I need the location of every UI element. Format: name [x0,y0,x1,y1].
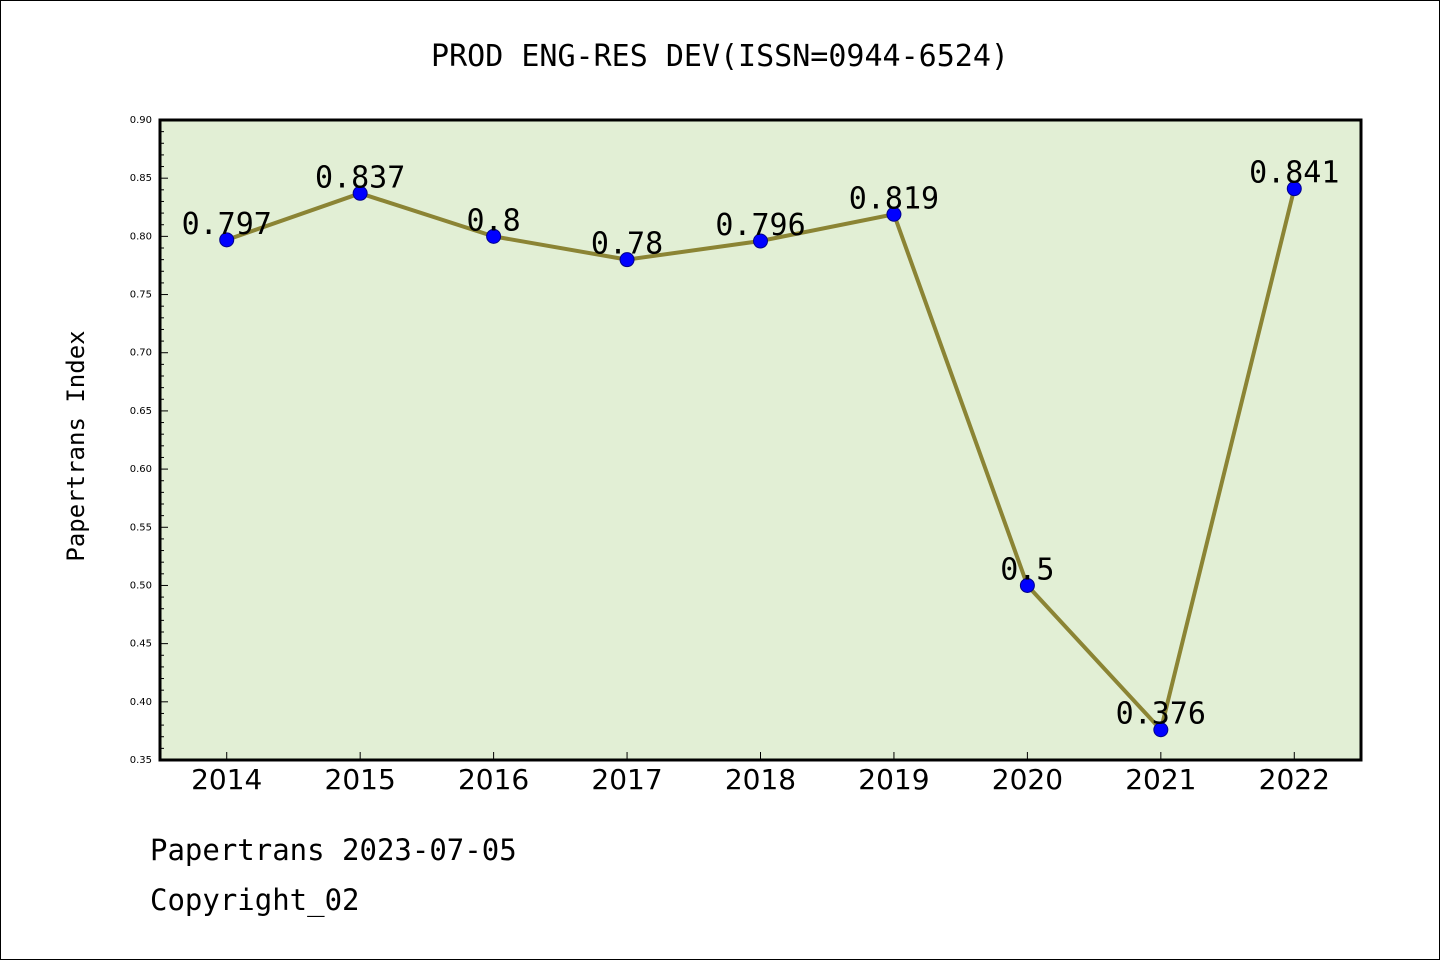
y-axis-label: Papertrans Index [62,330,90,561]
data-label: 0.841 [1249,156,1339,191]
x-tick-label: 2022 [1259,763,1330,796]
y-tick-label: 0.50 [130,580,152,591]
data-point [219,232,235,248]
x-tick-label: 2021 [1125,763,1196,796]
data-label: 0.837 [315,160,405,195]
data-label: 0.797 [182,207,272,242]
data-point [352,185,368,201]
y-tick-label: 0.35 [130,755,152,766]
data-label: 0.376 [1116,697,1206,732]
y-tick-label: 0.75 [130,290,152,301]
data-point [1019,577,1035,593]
x-tick-label: 2019 [858,763,929,796]
data-point [1153,722,1169,738]
data-label: 0.8 [467,203,521,238]
chart-title: PROD ENG-RES DEV(ISSN=0944-6524) [431,39,1009,74]
x-tick-label: 2017 [591,763,662,796]
data-point [486,228,502,244]
data-label: 0.819 [849,181,939,216]
data-label: 0.796 [715,208,805,243]
y-tick-label: 0.60 [130,464,152,475]
y-tick-label: 0.85 [130,173,152,184]
data-point [1286,181,1302,197]
x-axis: 2014 2015 2016 2017 2018 2019 2020 2021 2022 [191,752,1330,796]
x-tick-label: 2020 [992,763,1063,796]
x-tick-label: 2014 [191,763,262,796]
y-axis: 0.35 0.40 0.45 0.50 0.55 0.60 0.65 0.70 0.75 0.80… [130,115,168,766]
y-tick-label: 0.90 [130,115,152,126]
x-tick-label: 2015 [325,763,396,796]
series-group: 0.797 0.837 0.8 0.78 0.796 0.819 0.5 0.376 0.841 [182,156,1339,738]
footer-date: Papertrans 2023-07-05 [150,833,517,867]
data-point [753,233,768,249]
data-point [886,206,902,222]
x-tick-label: 2016 [458,763,529,796]
x-tick-label: 2018 [725,763,796,796]
data-label: 0.5 [1000,552,1054,587]
y-tick-label: 0.70 [130,348,152,359]
y-tick-label: 0.45 [130,639,152,650]
footer-copyright: Copyright_02 [150,883,360,917]
data-label: 0.78 [591,227,663,262]
y-tick-label: 0.55 [130,522,152,533]
y-tick-label: 0.80 [130,231,152,242]
data-point [619,252,635,268]
plot-area [158,118,1363,762]
y-tick-label: 0.65 [130,406,152,417]
y-tick-label: 0.40 [130,697,152,708]
